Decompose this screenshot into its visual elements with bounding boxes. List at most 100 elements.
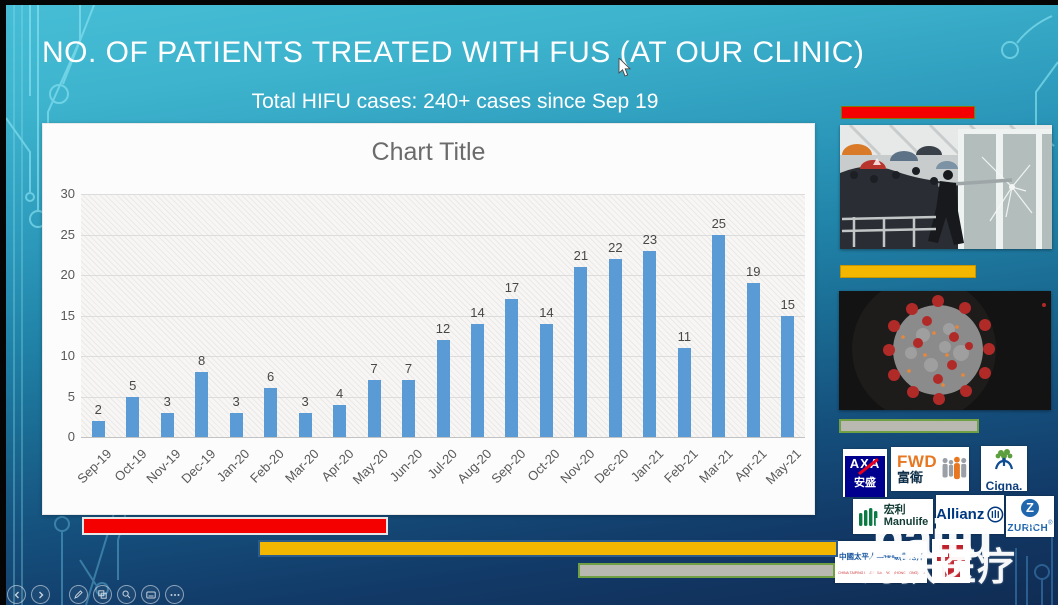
bar-value-label: 11: [677, 328, 692, 344]
bar-value-label: 15: [780, 296, 795, 312]
presenter-controls: [7, 585, 184, 604]
y-tick-label: 5: [67, 388, 75, 404]
zoom-slide-button[interactable]: [117, 585, 136, 604]
x-tick-label: May-21: [763, 446, 805, 488]
chevron-right-icon: [38, 591, 43, 598]
y-gridline: [81, 437, 805, 438]
chart-bar: [505, 299, 519, 437]
y-tick-label: 0: [67, 429, 75, 444]
bar-value-label: 23: [642, 231, 658, 247]
next-slide-button[interactable]: [31, 585, 50, 604]
y-gridline: [81, 234, 805, 236]
letterbox-left: [0, 0, 6, 605]
manulife-logo: 宏利 Manulife: [853, 499, 933, 534]
accent-bar-red-top: [841, 106, 975, 119]
chart-bar: [712, 234, 726, 437]
bar-value-label: 14: [470, 304, 485, 320]
chart-bar: [470, 323, 484, 437]
bar-value-label: 2: [94, 401, 102, 417]
captions-icon: [145, 591, 156, 598]
bar-value-label: 4: [335, 385, 344, 401]
red-emblem-icon: [937, 545, 965, 577]
y-gridline: [81, 194, 805, 195]
y-tick-label: 25: [60, 226, 75, 242]
chart-bar: [402, 380, 416, 437]
zurich-z-icon: Z: [1021, 499, 1039, 517]
more-options-button[interactable]: [165, 585, 184, 604]
cigna-logo: Cigna.: [981, 446, 1027, 491]
chart-bar: [608, 258, 622, 437]
x-tick-label: Apr-20: [317, 446, 357, 485]
x-tick-label: Nov-19: [143, 446, 184, 487]
chart-bar: [781, 315, 795, 437]
x-tick-label: Jan-20: [214, 446, 253, 485]
protest-photo: [840, 125, 1052, 249]
bar-value-label: 3: [163, 393, 171, 409]
y-gridline: [81, 315, 805, 317]
fwd-cjk-text: 富衛: [897, 470, 924, 485]
taiping-caption-text: CHINA TAIPING LIFE INSURANCE (HONG KONG)…: [838, 571, 927, 575]
bar-value-label: 5: [129, 377, 137, 393]
accent-bar-red-bottom: [82, 517, 388, 535]
bar-value-label: 14: [539, 304, 554, 320]
chart-bar: [298, 412, 312, 437]
all-slides-button[interactable]: [93, 585, 112, 604]
bar-value-label: 7: [404, 361, 413, 377]
x-tick-label: Jan-21: [627, 446, 667, 485]
ellipsis-icon: [170, 593, 179, 596]
accent-bar-yellow-right: [840, 265, 976, 278]
pen-tools-button[interactable]: [69, 585, 88, 604]
accent-bar-gray-right: [839, 419, 979, 433]
zurich-reg-mark: ®: [1048, 520, 1053, 527]
bar-value-label: 3: [301, 393, 309, 409]
cigna-brand-text: Cigna.: [985, 479, 1023, 491]
axa-cjk-text: 安盛: [854, 477, 876, 489]
previous-slide-button[interactable]: [7, 585, 26, 604]
axa-logo: AXA 安盛: [843, 449, 887, 497]
bar-value-label: 7: [370, 361, 378, 377]
fwd-brand-text: FWD: [897, 452, 938, 471]
chart-bar: [643, 250, 657, 437]
x-tick-label: Dec-19: [178, 446, 219, 487]
bar-value-label: 19: [746, 264, 761, 280]
letterbox-top: [0, 0, 1058, 5]
fwd-logo: FWD 富衛: [891, 447, 969, 491]
manulife-brand-text: Manulife: [883, 516, 929, 528]
bar-value-label: 21: [573, 247, 589, 263]
y-tick-label: 20: [60, 267, 75, 282]
x-tick-label: Sep-19: [74, 446, 115, 487]
x-tick-label: Nov-20: [557, 446, 598, 487]
red-emblem-logo: [932, 539, 970, 583]
captions-button[interactable]: [141, 585, 160, 604]
haifu-watermark-cjk: 海扶医疗: [860, 547, 1017, 589]
x-tick-label: Aug-20: [453, 446, 495, 487]
mouse-cursor: [618, 58, 632, 77]
y-gridline: [81, 275, 805, 276]
chart-bar: [229, 412, 243, 437]
bar-value-label: 12: [435, 320, 451, 336]
x-tick-label: Mar-20: [281, 446, 322, 486]
x-tick-label: Sep-20: [488, 446, 529, 487]
chart-bar: [91, 420, 105, 437]
axa-brand-text: AXA: [849, 456, 881, 471]
x-tick-label: Oct-20: [524, 446, 564, 485]
x-tick-label: Jun-20: [386, 446, 426, 485]
manulife-m-icon: [858, 507, 878, 526]
pen-icon: [74, 590, 83, 599]
chart-bar: [333, 404, 347, 437]
chart-bar: [160, 412, 174, 437]
allianz-logo: Allianz: [936, 495, 1004, 534]
bar-value-label: 3: [232, 393, 240, 409]
zurich-brand-text: ZURICH: [1007, 523, 1049, 534]
chart-title: Chart Title: [371, 138, 486, 166]
fwd-people-icon: [942, 456, 967, 480]
coronavirus-photo: [839, 291, 1051, 410]
haifu-watermark-reg: ®: [1026, 516, 1036, 531]
slide-title: NO. OF PATIENTS TREATED WITH FUS (AT OUR…: [42, 36, 865, 69]
x-tick-label: Feb-21: [661, 446, 701, 486]
x-tick-label: May-20: [349, 446, 391, 488]
cigna-tree-icon: [994, 449, 1014, 470]
y-tick-label: 15: [60, 307, 75, 323]
x-tick-label: Mar-21: [695, 446, 736, 486]
